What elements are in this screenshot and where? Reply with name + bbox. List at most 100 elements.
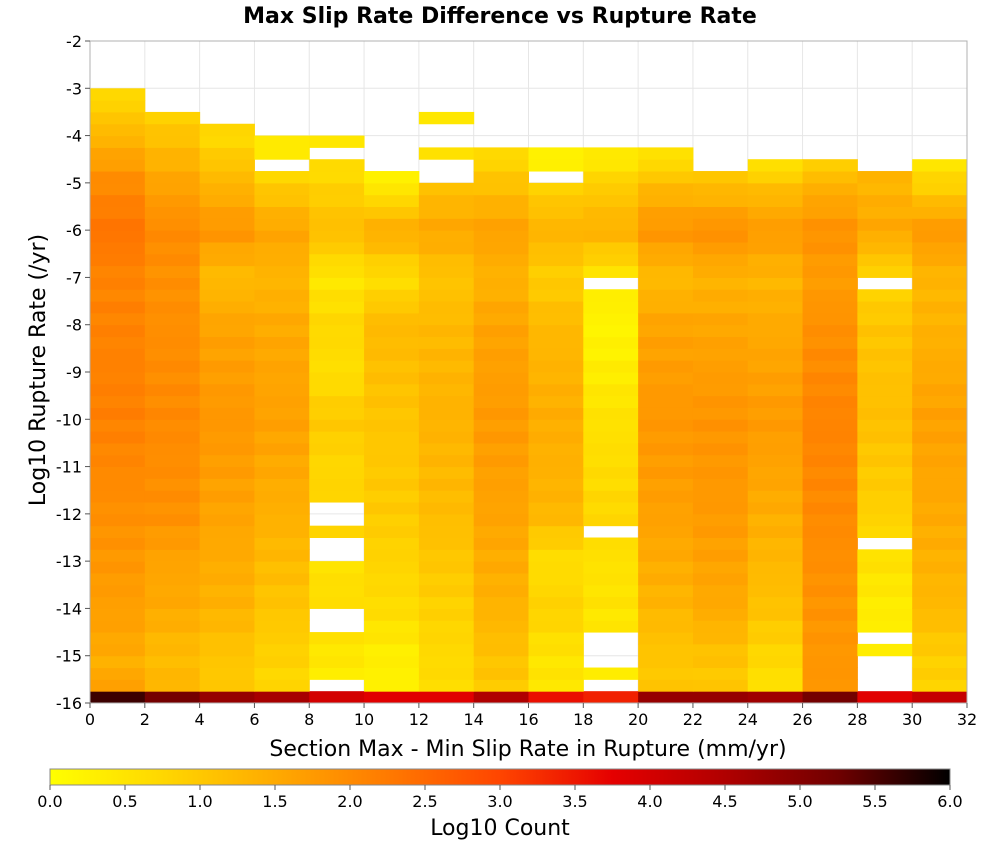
heatmap-cell — [144, 395, 201, 408]
heatmap-cell — [144, 289, 201, 302]
heatmap-cell — [528, 454, 584, 468]
heatmap-cell — [199, 312, 255, 326]
heatmap-cell — [528, 182, 584, 196]
heatmap-cell — [364, 372, 420, 385]
heatmap-cell — [309, 632, 365, 645]
heatmap-cell — [912, 691, 968, 704]
heatmap-cell — [857, 596, 913, 609]
heatmap-cell — [309, 218, 365, 231]
heatmap-cell — [309, 230, 365, 243]
heatmap-cell — [364, 383, 420, 397]
y-tick-label: -12 — [56, 505, 82, 524]
heatmap-cell — [692, 655, 749, 669]
heatmap-cell — [90, 230, 146, 243]
heatmap-cell — [857, 490, 913, 503]
heatmap-cell — [638, 442, 694, 456]
heatmap-cell — [638, 372, 694, 385]
heatmap-cell — [473, 513, 529, 527]
heatmap-cell — [144, 147, 201, 160]
heatmap-cell — [857, 466, 913, 479]
heatmap-cell — [418, 466, 475, 479]
heatmap-cell — [309, 324, 365, 338]
heatmap-cell — [254, 383, 310, 397]
heatmap-cell — [199, 182, 255, 196]
heatmap-cell — [802, 348, 858, 361]
heatmap-cell — [802, 159, 858, 172]
heatmap-cell — [254, 171, 310, 184]
heatmap-cell — [692, 194, 749, 207]
heatmap-cell — [144, 312, 201, 326]
heatmap-cell — [583, 490, 639, 503]
heatmap-cell — [144, 324, 201, 338]
heatmap-cell — [144, 383, 201, 397]
heatmap-cell — [199, 253, 255, 267]
heatmap-cell — [638, 525, 694, 538]
heatmap-cell — [528, 466, 584, 479]
heatmap-cell — [802, 277, 858, 290]
heatmap-cell — [90, 643, 146, 657]
heatmap-cell — [802, 572, 858, 586]
heatmap-cell — [583, 182, 639, 196]
heatmap-cell — [747, 655, 804, 669]
heatmap-cell — [692, 277, 749, 290]
heatmap-cell — [364, 348, 420, 361]
heatmap-cell — [199, 572, 255, 586]
heatmap-cell — [638, 549, 694, 562]
heatmap-cell — [638, 301, 694, 314]
heatmap-cell — [254, 679, 310, 692]
x-tick-label: 32 — [957, 710, 977, 729]
heatmap-cell — [583, 147, 639, 160]
heatmap-cell — [364, 596, 420, 609]
heatmap-cell — [199, 395, 255, 408]
heatmap-cell — [144, 596, 201, 609]
heatmap-cell — [309, 372, 365, 385]
heatmap-cell — [747, 265, 804, 278]
heatmap-cell — [90, 620, 146, 633]
heatmap-cell — [747, 407, 804, 420]
heatmap-cell — [692, 395, 749, 408]
heatmap-cell — [90, 537, 146, 550]
heatmap-cell — [90, 194, 146, 207]
heatmap-cell — [638, 395, 694, 408]
heatmap-cell — [802, 691, 858, 704]
heatmap-cell — [144, 561, 201, 574]
heatmap-cell — [309, 419, 365, 432]
heatmap-cell — [199, 383, 255, 397]
heatmap-cell — [309, 194, 365, 207]
heatmap-cell — [144, 643, 201, 657]
heatmap-cell — [638, 419, 694, 432]
heatmap-cell — [364, 241, 420, 255]
heatmap-cell — [144, 620, 201, 633]
heatmap-cell — [528, 667, 584, 680]
heatmap-cell — [144, 253, 201, 267]
heatmap-cell — [90, 111, 146, 125]
heatmap-cell — [473, 241, 529, 255]
heatmap-cell — [583, 218, 639, 231]
heatmap-cell — [90, 596, 146, 609]
y-tick-label: -3 — [66, 79, 82, 98]
heatmap-cell — [583, 572, 639, 586]
heatmap-cell — [473, 289, 529, 302]
heatmap-cell — [309, 241, 365, 255]
heatmap-cell — [857, 194, 913, 207]
heatmap-cell — [802, 667, 858, 680]
heatmap-cell — [144, 277, 201, 290]
heatmap-cell — [912, 525, 968, 538]
colorbar-label: Log10 Count — [430, 816, 570, 841]
heatmap-cell — [912, 277, 968, 290]
heatmap-cell — [364, 230, 420, 243]
heatmap-cell — [638, 643, 694, 657]
heatmap-cell — [583, 513, 639, 527]
heatmap-cell — [528, 159, 584, 172]
heatmap-cell — [144, 336, 201, 349]
heatmap-cell — [638, 171, 694, 184]
heatmap-cell — [473, 679, 529, 692]
heatmap-cell — [144, 442, 201, 456]
heatmap-cell — [254, 277, 310, 290]
heatmap-cell — [418, 395, 475, 408]
heatmap-cell — [857, 336, 913, 349]
heatmap-cell — [364, 265, 420, 278]
heatmap-cell — [254, 336, 310, 349]
y-tick-label: -13 — [56, 552, 82, 571]
heatmap-cell — [418, 442, 475, 456]
